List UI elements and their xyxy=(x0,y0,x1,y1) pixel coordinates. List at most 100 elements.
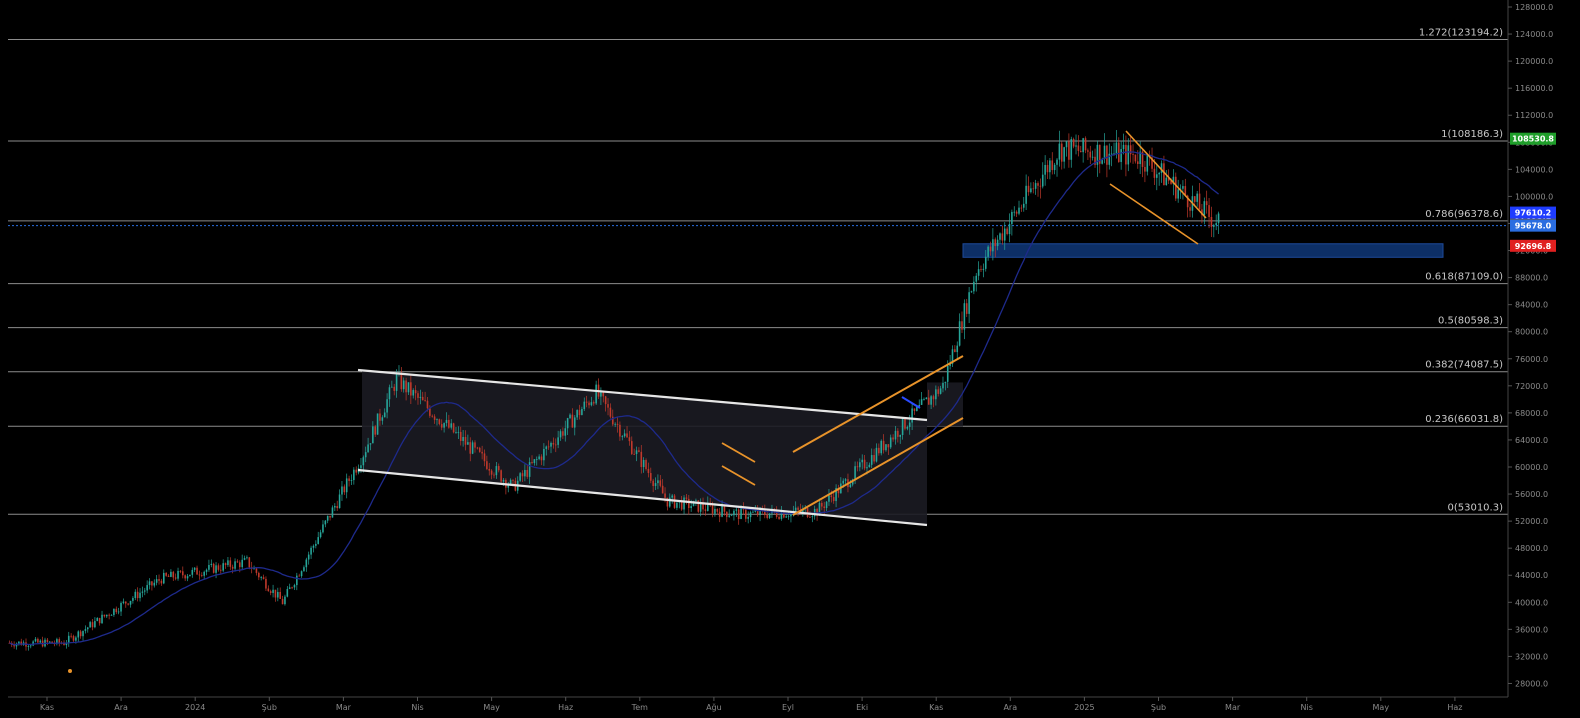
candle-body xyxy=(526,469,529,477)
candle-body xyxy=(721,505,723,517)
time-tick-label: Kas xyxy=(40,703,54,712)
candle-body xyxy=(633,453,635,455)
candle-body xyxy=(545,446,548,449)
time-tick-label: Eyl xyxy=(782,703,794,712)
candle-body xyxy=(303,567,305,572)
ascending-lower-line xyxy=(792,417,964,516)
candle-body xyxy=(645,459,647,469)
candle-body xyxy=(785,516,787,518)
candle-body xyxy=(500,470,502,482)
candle-body xyxy=(968,292,970,314)
candle-body xyxy=(671,495,673,498)
channel-shade xyxy=(362,370,927,525)
candle-body xyxy=(210,563,213,565)
candle-body xyxy=(1155,174,1158,178)
candle-body xyxy=(267,588,270,592)
candle-body xyxy=(58,639,61,643)
candle-body xyxy=(374,426,377,435)
candle-body xyxy=(122,601,125,603)
candle-body xyxy=(554,444,557,446)
candle-body xyxy=(733,510,735,516)
candle-body xyxy=(443,423,445,428)
candle-body xyxy=(730,515,733,517)
time-tick-label: Haz xyxy=(558,703,573,712)
candle-body xyxy=(1136,161,1139,165)
candle-body xyxy=(72,636,75,641)
candle-body xyxy=(837,487,840,494)
candle-body xyxy=(174,577,177,579)
candle-body xyxy=(797,507,799,510)
candle-body xyxy=(405,380,407,393)
candle-body xyxy=(602,391,605,397)
candle-body xyxy=(231,566,234,569)
time-tick-label: May xyxy=(1373,703,1390,712)
candle-body xyxy=(1103,145,1106,160)
candle-body xyxy=(148,581,151,586)
candle-body xyxy=(279,591,281,599)
candle-body xyxy=(687,498,690,509)
candle-body xyxy=(1087,150,1089,152)
candle-body xyxy=(272,589,274,593)
candle-body xyxy=(576,410,578,418)
candle-body xyxy=(519,473,521,481)
candle-body xyxy=(424,400,426,402)
candle-body xyxy=(27,646,30,647)
channel-upper-line xyxy=(357,368,928,422)
candle-body xyxy=(421,396,424,401)
candle-body xyxy=(583,401,586,410)
wedge-lower-line xyxy=(1109,183,1199,245)
candle-body xyxy=(350,480,353,481)
candle-body xyxy=(543,448,545,461)
candle-body xyxy=(1215,223,1217,226)
candle-body xyxy=(379,413,381,421)
candle-body xyxy=(816,508,818,516)
candle-body xyxy=(417,393,419,398)
candle-body xyxy=(490,470,493,475)
candle-body xyxy=(775,511,778,517)
candle-body xyxy=(892,437,894,440)
time-tick-label: Şub xyxy=(1151,703,1166,712)
candle-body xyxy=(728,515,730,517)
candle-body xyxy=(638,450,640,452)
candle-body xyxy=(440,424,443,428)
candle-body xyxy=(464,436,467,445)
candle-body xyxy=(1115,142,1118,154)
candle-body xyxy=(229,560,232,567)
candle-body xyxy=(640,451,643,468)
candle-body xyxy=(96,617,99,622)
candle-body xyxy=(383,412,386,418)
candle-body xyxy=(1125,144,1127,165)
candle-body xyxy=(547,446,550,448)
price-tick-label: 28000.0 xyxy=(1515,679,1548,688)
candle-body xyxy=(262,577,265,579)
candle-body xyxy=(32,641,34,646)
candle-body xyxy=(474,442,476,448)
candle-body xyxy=(67,635,70,644)
candle-body xyxy=(768,513,771,518)
candle-body xyxy=(818,502,821,516)
candle-body xyxy=(647,468,650,474)
candle-body xyxy=(844,479,847,481)
candle-body xyxy=(467,442,469,445)
candle-body xyxy=(704,509,707,511)
time-axis[interactable]: Kas Ara 2024 Şub Mar Nis May Haz Tem Ağu Eyl Eki Kas… xyxy=(40,697,1463,712)
fib-level-label: 0.5(80598.3) xyxy=(1438,316,1503,327)
candle-body xyxy=(265,578,267,589)
candle-body xyxy=(566,418,569,429)
candle-body xyxy=(920,399,923,405)
candle-body xyxy=(355,469,358,473)
candle-body xyxy=(935,389,937,400)
candle-body xyxy=(215,565,217,573)
support-zone xyxy=(962,243,1444,258)
candle-body xyxy=(766,515,768,518)
breakout-shade xyxy=(927,382,963,427)
candle-body xyxy=(220,569,222,571)
price-badge-label: 92696.8 xyxy=(1515,242,1552,251)
candle-body xyxy=(234,561,236,569)
candle-body xyxy=(364,452,367,458)
candle-body xyxy=(1189,207,1191,211)
candle-body xyxy=(992,239,994,252)
candle-body xyxy=(616,423,619,425)
candle-body xyxy=(200,575,203,576)
